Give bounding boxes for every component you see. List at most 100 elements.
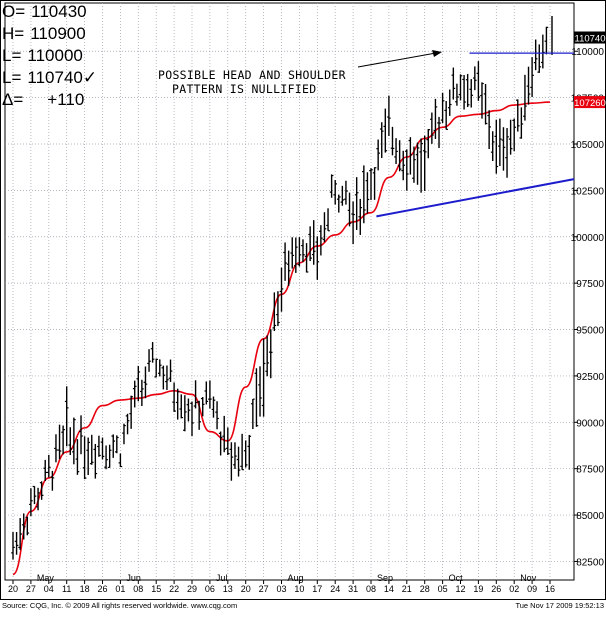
ohlc-bar	[47, 454, 51, 478]
ohlc-bar	[483, 83, 488, 125]
ohlc-bar	[175, 388, 180, 420]
x-tick-label: 17	[312, 584, 322, 594]
x-tick-label: 20	[241, 584, 251, 594]
x-tick-label: 14	[384, 584, 394, 594]
ohlc-bar	[358, 198, 363, 236]
y-tick-label: 102500	[571, 186, 605, 197]
ohlc-bar	[211, 396, 216, 418]
ohlc-bar	[61, 425, 65, 455]
ohlc-bar	[390, 126, 395, 156]
last-readout: L= 110740✓	[2, 68, 97, 88]
last-label: L=	[2, 68, 22, 87]
ohlc-bar	[490, 131, 495, 162]
x-month-label: Sep	[377, 573, 393, 583]
ohlc-bar	[193, 380, 198, 409]
x-tick-label: 26	[97, 584, 107, 594]
x-tick-label: 13	[223, 584, 233, 594]
plot-frame	[4, 2, 575, 581]
footer-source: Source: CQG, Inc. © 2009 All rights rese…	[2, 601, 238, 610]
x-tick-label: 24	[330, 584, 340, 594]
ohlc-bar	[218, 431, 223, 456]
ohlc-bar	[505, 128, 509, 178]
ohlc-bar	[258, 366, 262, 417]
ohlc-bar	[172, 382, 176, 412]
ohlc-bar	[354, 177, 359, 230]
open-label: O=	[2, 2, 26, 21]
ma-price-tag	[574, 96, 605, 109]
ohlc-bar	[204, 381, 209, 405]
x-tick-label: 04	[44, 584, 54, 594]
ohlc-bar	[104, 445, 108, 470]
ohlc-bar	[347, 192, 352, 227]
grid-layer	[0, 0, 606, 600]
ohlc-bar	[530, 57, 534, 98]
ohlc-bar	[161, 365, 166, 390]
last-price-tag	[574, 31, 605, 44]
last-price-tag-label: 110740	[575, 34, 606, 45]
high-readout: H= 110900	[2, 24, 86, 44]
ohlc-bar	[433, 98, 438, 139]
annotation-line-1: POSSIBLE HEAD AND SHOULDER	[158, 68, 346, 82]
x-month-label: Jul	[216, 573, 228, 583]
ohlc-bar	[405, 149, 409, 191]
ohlc-bar	[50, 470, 55, 491]
ohlc-bar	[412, 146, 416, 183]
low-value: 110000	[27, 46, 83, 65]
ohlc-bar	[89, 434, 94, 465]
ohlc-bar	[455, 83, 459, 106]
ma-price-tag-label: 107260	[574, 98, 606, 109]
axis-layer: 82500 85000 87500 90000 92500 95000 97500 10000…	[8, 31, 606, 594]
ohlc-bar	[18, 518, 22, 550]
low-label: L=	[2, 46, 22, 65]
y-tick-label: 100000	[571, 233, 605, 244]
x-tick-label: 20	[8, 584, 18, 594]
footer-timestamp: Tue Nov 17 2009 19:52:13	[515, 601, 604, 610]
open-readout: O= 110430	[2, 2, 87, 22]
ohlc-bar	[233, 442, 237, 469]
x-month-label: Nov	[520, 573, 537, 583]
ohlc-bar	[186, 398, 191, 422]
ohlc-bar	[54, 434, 58, 463]
ohlc-bar	[379, 122, 384, 159]
x-tick-label: 29	[187, 584, 197, 594]
ohlc-bar	[165, 365, 169, 390]
ohlc-bar	[498, 118, 502, 166]
trendline-layer	[357, 50, 575, 218]
x-tick-label: 27	[26, 584, 36, 594]
ohlc-bar	[115, 435, 119, 454]
low-readout: L= 110000	[2, 46, 83, 66]
ohlc-bar	[21, 513, 26, 540]
change-value: +110	[47, 90, 85, 109]
ohlc-bar	[265, 335, 269, 377]
ohlc-bar	[86, 437, 90, 476]
ohlc-bar	[523, 74, 527, 121]
ohlc-bar	[43, 459, 48, 481]
moving-average-layer	[12, 101, 551, 576]
ohlc-bar	[451, 67, 456, 100]
ohlc-bar	[311, 220, 316, 265]
ohlc-bar	[512, 118, 516, 152]
x-tick-label: 01	[115, 584, 125, 594]
ohlc-bar	[419, 138, 423, 193]
ohlc-bar	[376, 139, 380, 171]
ohlc-bar	[75, 439, 80, 475]
annotation-arrow-shaft	[357, 52, 437, 68]
ohlc-bar	[315, 236, 320, 280]
ohlc-bar	[541, 34, 545, 69]
ohlc-bar	[32, 485, 37, 505]
ohlc-bar	[240, 433, 244, 471]
ohlc-bar	[254, 368, 259, 427]
ohlc-bar	[508, 119, 513, 155]
ohlc-bar	[408, 137, 413, 175]
ohlc-bar	[387, 95, 391, 136]
ohlc-bar	[168, 359, 173, 382]
y-tick-label: 95000	[576, 326, 604, 337]
ohlc-bar	[229, 442, 234, 481]
ohlc-bar	[469, 79, 474, 108]
ohlc-bar	[444, 101, 448, 130]
ohlc-bar	[25, 516, 30, 536]
change-label: Δ=	[2, 90, 24, 109]
x-month-label: Jun	[126, 573, 141, 583]
y-tick-label: 92500	[576, 372, 604, 383]
ohlc-bar	[147, 349, 151, 372]
